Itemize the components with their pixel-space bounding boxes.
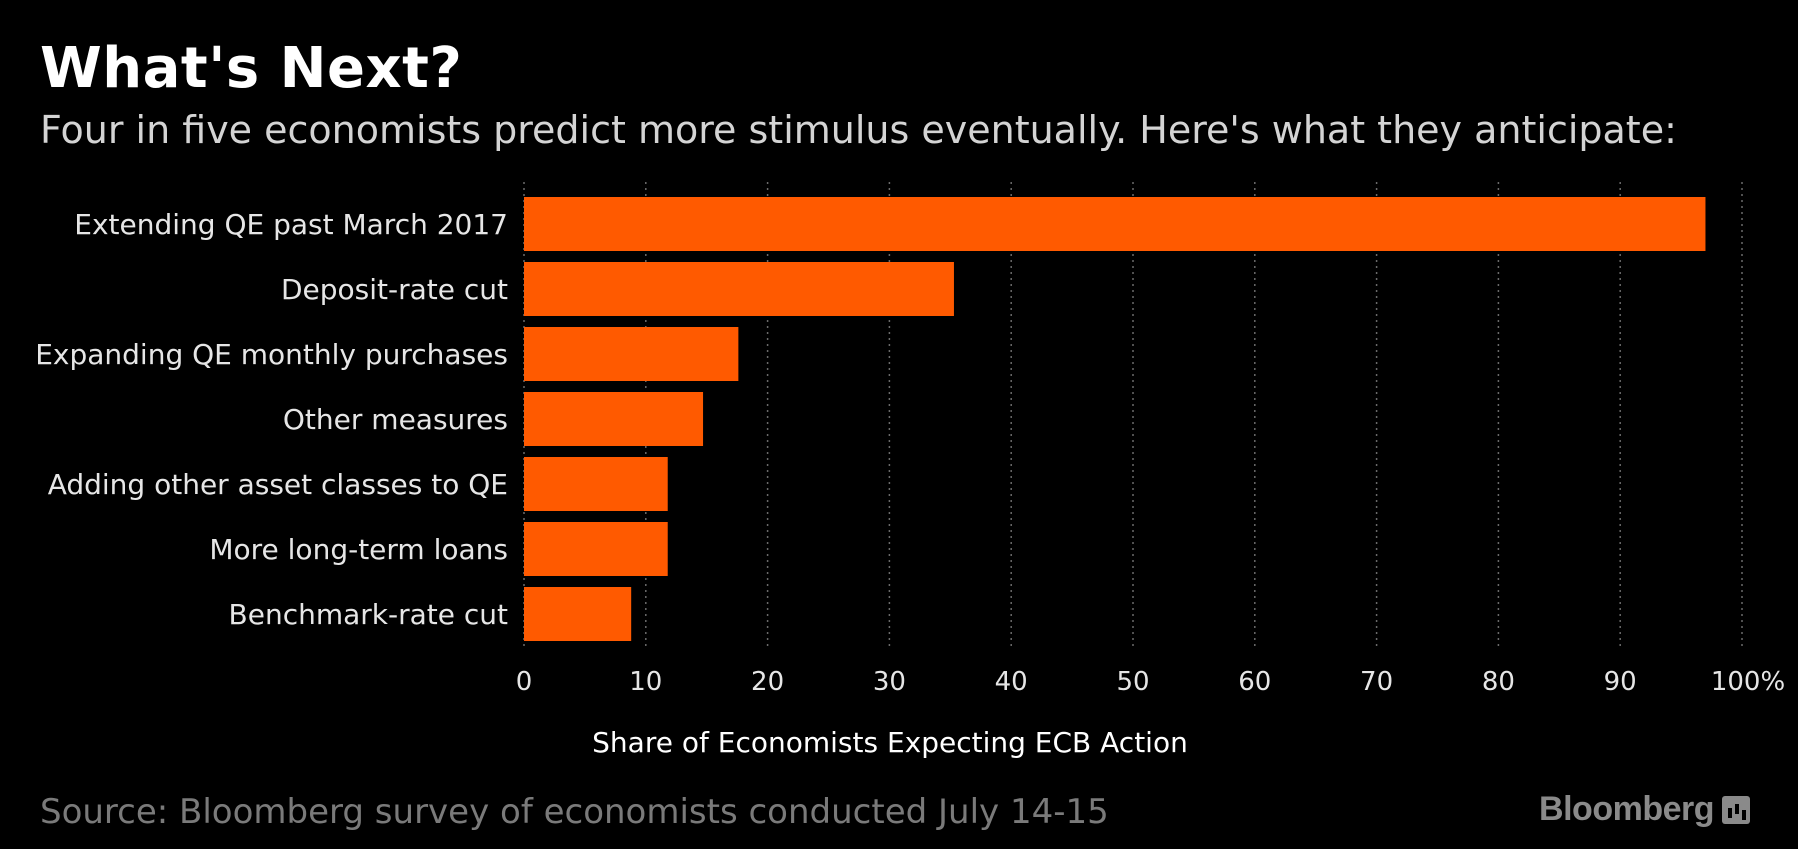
category-label: Extending QE past March 2017 bbox=[74, 208, 508, 241]
category-label: Expanding QE monthly purchases bbox=[35, 338, 508, 371]
x-tick-label: 50 bbox=[1116, 667, 1149, 697]
x-tick-label: 90 bbox=[1604, 667, 1637, 697]
x-tick-label: 60 bbox=[1238, 667, 1271, 697]
category-label: Adding other asset classes to QE bbox=[48, 468, 508, 501]
source-note: Source: Bloomberg survey of economists c… bbox=[40, 792, 1109, 832]
category-labels: Extending QE past March 2017 Deposit-rate… bbox=[35, 208, 508, 631]
brand-logo: Bloomberg bbox=[1539, 790, 1750, 829]
gridlines bbox=[523, 182, 1743, 648]
x-tick-label: 20 bbox=[751, 667, 784, 697]
chart-title: What's Next? bbox=[40, 36, 463, 101]
x-tick-label: 100% bbox=[1711, 667, 1785, 697]
bar bbox=[524, 587, 632, 641]
x-tick-label: 70 bbox=[1360, 667, 1393, 697]
x-tick-label: 40 bbox=[995, 667, 1028, 697]
category-label: Deposit-rate cut bbox=[281, 273, 508, 306]
x-tick-labels: 0 10 20 30 40 50 60 70 80 90 100% bbox=[516, 667, 1785, 697]
bar bbox=[524, 392, 704, 446]
bloomberg-terminal-icon bbox=[1722, 795, 1750, 824]
category-label: More long-term loans bbox=[209, 533, 508, 566]
bar bbox=[524, 522, 668, 576]
x-tick-label: 80 bbox=[1482, 667, 1515, 697]
bar bbox=[524, 457, 668, 511]
brand-name: Bloomberg bbox=[1539, 790, 1714, 828]
bars bbox=[524, 197, 1706, 641]
bar bbox=[524, 262, 954, 316]
bar bbox=[524, 327, 739, 381]
category-label: Benchmark-rate cut bbox=[229, 598, 509, 631]
bar bbox=[524, 197, 1706, 251]
x-tick-label: 10 bbox=[629, 667, 662, 697]
x-tick-label: 30 bbox=[873, 667, 906, 697]
x-axis-title: Share of Economists Expecting ECB Action bbox=[592, 726, 1188, 759]
category-label: Other measures bbox=[283, 403, 508, 436]
x-tick-label: 0 bbox=[516, 667, 533, 697]
chart-subtitle: Four in five economists predict more sti… bbox=[40, 108, 1677, 152]
